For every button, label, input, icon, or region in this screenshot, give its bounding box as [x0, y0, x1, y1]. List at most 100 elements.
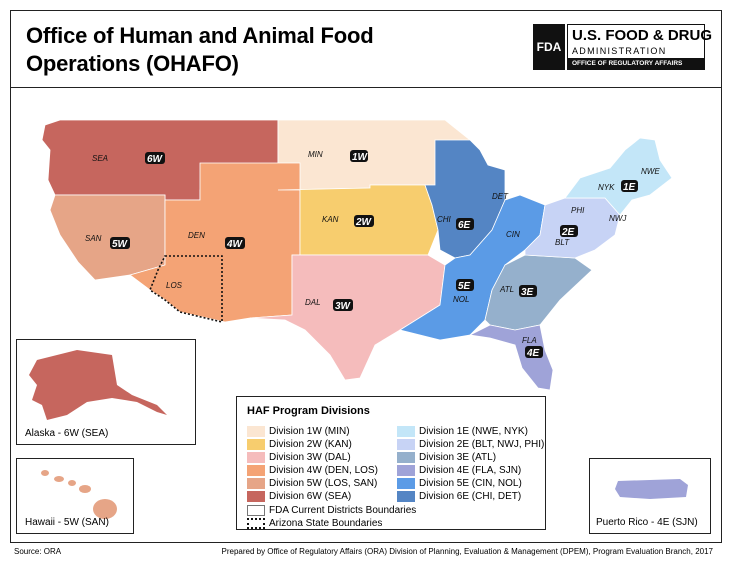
legend-item-6w: Division 6W (SEA) — [247, 490, 351, 503]
source-note: Source: ORA — [14, 547, 62, 556]
division-badge-4w: 4W — [225, 237, 245, 250]
hawaii-inset: Hawaii - 5W (SAN) — [16, 458, 134, 534]
legend-label-2e: Division 2E (BLT, NWJ, PHI) — [419, 439, 545, 450]
title-line-2: Operations (OHAFO) — [26, 51, 239, 76]
fda-logo-line3: OFFICE OF REGULATORY AFFAIRS — [568, 58, 704, 70]
legend-label-2w: Division 2W (KAN) — [269, 439, 352, 450]
legend-swatch-6e — [397, 491, 415, 502]
legend-label-4e: Division 4E (FLA, SJN) — [419, 465, 522, 476]
division-badge-3w: 3W — [333, 299, 353, 312]
division-badge-2w: 2W — [354, 215, 374, 228]
fda-logo-line1: U.S. FOOD & DRUG — [572, 27, 713, 44]
legend-swatch-3e — [397, 452, 415, 463]
legend-swatch-2w — [247, 439, 265, 450]
division-badge-2e: 2E — [560, 225, 578, 238]
hawaii-region — [41, 470, 117, 519]
division-badge-3e-text: 3E — [521, 287, 534, 298]
legend-label-3e: Division 3E (ATL) — [419, 452, 497, 463]
division-badge-5w-text: 5W — [112, 239, 129, 250]
title-line-1: Office of Human and Animal Food — [26, 23, 374, 48]
legend-swatch-5w — [247, 478, 265, 489]
legend-swatch-5e — [397, 478, 415, 489]
region-5w-san — [49, 194, 166, 281]
district-code-los: LOS — [166, 281, 183, 290]
division-badge-6w-text: 6W — [147, 154, 164, 165]
division-badge-1e-text: 1E — [623, 182, 636, 193]
district-code-nwj: NWJ — [609, 214, 627, 223]
district-code-nwe: NWE — [641, 167, 660, 176]
legend-label-1w: Division 1W (MIN) — [269, 426, 350, 437]
legend: HAF Program Divisions Division 1W (MIN) … — [236, 396, 546, 530]
legend-swatch-4w — [247, 465, 265, 476]
legend-item-5e: Division 5E (CIN, NOL) — [397, 477, 522, 490]
division-badge-1e: 1E — [621, 180, 638, 193]
region-4e-fla — [468, 324, 554, 391]
legend-item-1e: Division 1E (NWE, NYK) — [397, 425, 528, 438]
legend-swatch-district-boundary — [247, 505, 265, 516]
page-title: Office of Human and Animal Food Operatio… — [26, 22, 374, 78]
division-badge-1w: 1W — [350, 150, 369, 163]
district-code-sea: SEA — [92, 154, 108, 163]
fda-logo-wordmark: U.S. FOOD & DRUG ADMINISTRATION OFFICE O… — [567, 24, 712, 70]
puerto-rico-region — [615, 479, 688, 499]
division-badge-1w-text: 1W — [352, 152, 369, 163]
legend-swatch-3w — [247, 452, 265, 463]
district-code-det: DET — [492, 192, 509, 201]
legend-item-3w: Division 3W (DAL) — [247, 451, 351, 464]
legend-item-4w: Division 4W (DEN, LOS) — [247, 464, 378, 477]
district-code-atl: ATL — [499, 285, 514, 294]
district-code-san: SAN — [85, 234, 102, 243]
map-frame — [10, 10, 722, 543]
legend-label-6e: Division 6E (CHI, DET) — [419, 491, 522, 502]
alaska-label: Alaska - 6W (SEA) — [25, 428, 109, 439]
division-badge-4e: 4E — [525, 346, 543, 359]
division-badge-4w-text: 4W — [226, 239, 244, 250]
fda-logo-line2: ADMINISTRATION — [572, 46, 667, 56]
alaska-inset: Alaska - 6W (SEA) — [16, 339, 196, 445]
legend-label-6w: Division 6W (SEA) — [269, 491, 352, 502]
division-badge-4e-text: 4E — [526, 348, 540, 359]
division-badge-6e-text: 6E — [458, 220, 471, 231]
alaska-region — [29, 350, 167, 420]
district-code-min: MIN — [308, 150, 323, 159]
legend-swatch-1e — [397, 426, 415, 437]
arizona-boundary — [149, 255, 223, 324]
legend-label-1e: Division 1E (NWE, NYK) — [419, 426, 528, 437]
header-divider — [10, 87, 722, 88]
division-badge-5e-text: 5E — [458, 281, 471, 292]
legend-item-1w: Division 1W (MIN) — [247, 425, 350, 438]
district-code-cin: CIN — [506, 230, 520, 239]
division-badge-3e: 3E — [519, 285, 537, 298]
division-badge-6w: 6W — [145, 152, 165, 165]
puerto-rico-label: Puerto Rico - 4E (SJN) — [596, 517, 698, 528]
division-badge-5w: 5W — [110, 237, 130, 250]
hawaii-label: Hawaii - 5W (SAN) — [25, 517, 109, 528]
legend-item-arizona-boundary: Arizona State Boundaries — [247, 517, 382, 530]
alaska-shape — [29, 350, 167, 420]
district-code-dal: DAL — [305, 298, 321, 307]
legend-title: HAF Program Divisions — [247, 405, 370, 417]
legend-item-3e: Division 3E (ATL) — [397, 451, 496, 464]
legend-swatch-4e — [397, 465, 415, 476]
fda-logo-mark: FDA — [533, 24, 565, 70]
district-code-nyk: NYK — [598, 183, 615, 192]
legend-label-3w: Division 3W (DAL) — [269, 452, 351, 463]
legend-label-arizona-boundary: Arizona State Boundaries — [269, 518, 383, 529]
district-code-nol: NOL — [453, 295, 469, 304]
legend-item-2e: Division 2E (BLT, NWJ, PHI) — [397, 438, 544, 451]
legend-label-4w: Division 4W (DEN, LOS) — [269, 465, 378, 476]
division-badge-6e: 6E — [456, 218, 474, 231]
division-badge-5e: 5E — [456, 279, 474, 292]
legend-swatch-1w — [247, 426, 265, 437]
puerto-rico-shape — [615, 479, 688, 499]
district-code-phi: PHI — [571, 206, 585, 215]
district-code-den: DEN — [188, 231, 205, 240]
legend-label-district-boundary: FDA Current Districts Boundaries — [269, 505, 417, 516]
district-code-chi: CHI — [437, 215, 452, 224]
hawaii-shape — [41, 470, 117, 519]
legend-swatch-arizona-boundary — [247, 518, 265, 529]
division-badge-2e-text: 2E — [561, 227, 575, 238]
division-badge-3w-text: 3W — [335, 301, 352, 312]
district-code-kan: KAN — [322, 215, 339, 224]
